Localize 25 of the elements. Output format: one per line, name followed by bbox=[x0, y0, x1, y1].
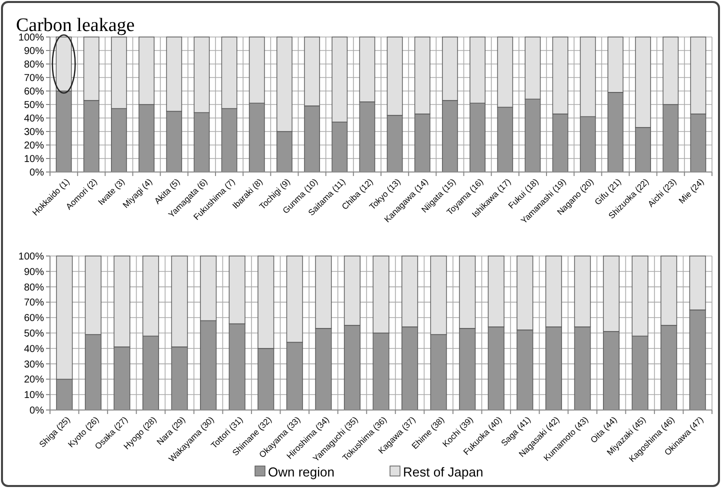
y-tick-label: 30% bbox=[24, 359, 44, 370]
y-tick-label: 90% bbox=[24, 266, 44, 278]
y-tick-label: 70% bbox=[24, 73, 44, 84]
y-tick-label: 90% bbox=[24, 46, 44, 57]
y-tick-label: 10% bbox=[24, 154, 44, 165]
y-tick-label: 70% bbox=[24, 298, 44, 309]
y-tick-label: 0% bbox=[30, 168, 44, 178]
y-tick-label: 0% bbox=[30, 406, 44, 416]
y-tick-label: 60% bbox=[24, 86, 44, 98]
y-tick-label: 40% bbox=[24, 344, 44, 355]
y-tick-label: 50% bbox=[24, 100, 44, 111]
y-tick-label: 100% bbox=[18, 252, 44, 262]
y-tick-label: 10% bbox=[24, 390, 44, 402]
y-tick-label: 40% bbox=[24, 114, 44, 124]
y-tick-label: 50% bbox=[24, 328, 44, 340]
legend-label: Own region bbox=[268, 464, 334, 480]
y-tick-label: 30% bbox=[24, 127, 44, 138]
y-tick-label: 60% bbox=[24, 313, 44, 324]
y-tick-label: 80% bbox=[24, 60, 44, 70]
legend-label: Rest of Japan bbox=[403, 464, 484, 480]
x-tick-label: Mie (24) bbox=[676, 176, 706, 206]
y-tick-label: 20% bbox=[24, 140, 44, 152]
y-tick-label: 100% bbox=[18, 32, 44, 44]
y-tick-label: 80% bbox=[24, 282, 44, 294]
y-tick-label: 20% bbox=[24, 374, 44, 386]
